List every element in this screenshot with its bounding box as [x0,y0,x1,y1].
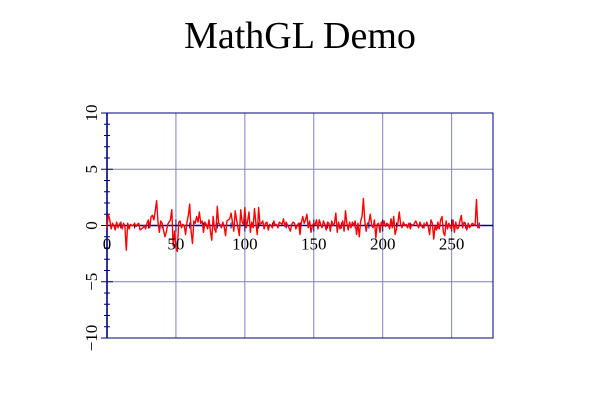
x-tick-label: 0 [103,235,112,254]
y-tick-label: 10 [82,105,101,122]
chart-title: MathGL Demo [184,15,416,57]
tick-labels: 0 50 100 150 200 250 −10 −5 0 5 10 [82,105,464,352]
y-tick-label: 0 [82,221,101,230]
series-layer [106,197,481,253]
y-tick-label: 5 [82,165,101,174]
x-tick-label: 150 [301,235,327,254]
x-tick-label: 200 [370,235,396,254]
x-tick-label: 250 [439,235,465,254]
y-tick-label: −5 [82,273,101,291]
series-line [106,197,481,253]
x-tick-label: 50 [167,235,184,254]
x-tick-label: 100 [232,235,258,254]
y-tick-label: −10 [82,325,101,352]
